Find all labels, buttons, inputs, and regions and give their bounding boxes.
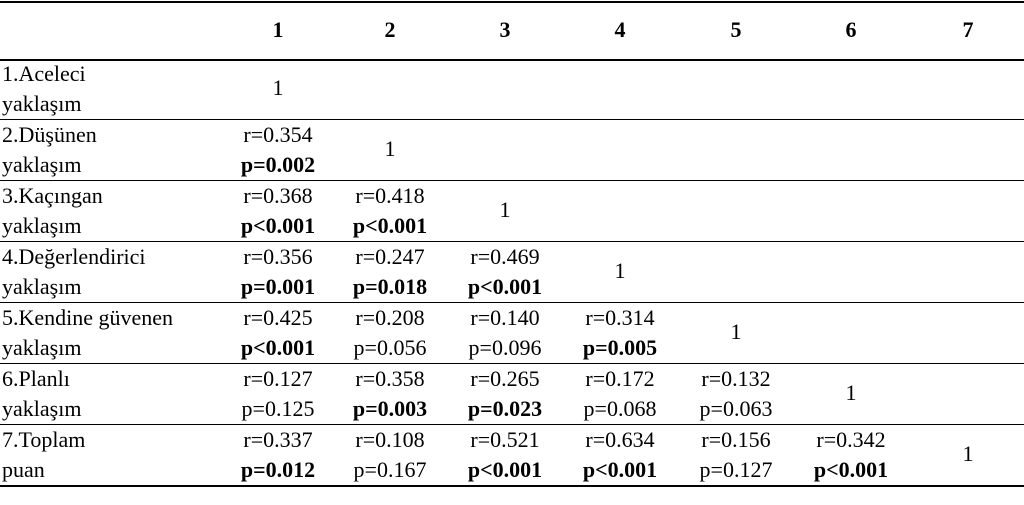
- rule: [0, 363, 1024, 364]
- p-value: p<0.001: [467, 457, 543, 482]
- column-header: 4: [614, 17, 626, 42]
- row-label: 6.Planlı: [2, 366, 70, 391]
- row-label: yaklaşım: [2, 274, 82, 299]
- r-value: r=0.358: [355, 366, 425, 391]
- p-value: p=0.056: [353, 335, 427, 360]
- p-value: p=0.003: [352, 396, 428, 421]
- r-value: r=0.418: [355, 183, 425, 208]
- row-label: yaklaşım: [2, 152, 82, 177]
- r-value: r=0.521: [470, 427, 540, 452]
- rule: [0, 485, 1024, 487]
- row-label: yaklaşım: [2, 396, 82, 421]
- diagonal-value: 1: [730, 319, 742, 344]
- r-value: r=0.265: [470, 366, 540, 391]
- row-label: 2.Düşünen: [2, 122, 97, 147]
- r-value: r=0.156: [701, 427, 771, 452]
- rule: [0, 59, 1024, 61]
- row-label: 4.Değerlendirici: [2, 244, 146, 269]
- p-value: p=0.063: [699, 396, 773, 421]
- column-header: 5: [730, 17, 742, 42]
- r-value: r=0.634: [585, 427, 655, 452]
- r-value: r=0.140: [470, 305, 540, 330]
- rule: [0, 180, 1024, 181]
- p-value: p=0.068: [583, 396, 657, 421]
- column-header: 1: [272, 17, 284, 42]
- p-value: p=0.012: [240, 457, 316, 482]
- row-label: 7.Toplam: [2, 427, 86, 452]
- r-value: r=0.314: [585, 305, 655, 330]
- column-header: 2: [384, 17, 396, 42]
- row-label: puan: [2, 457, 45, 482]
- row-label: yaklaşım: [2, 213, 82, 238]
- column-header: 6: [845, 17, 857, 42]
- r-value: r=0.425: [243, 305, 313, 330]
- r-value: r=0.469: [470, 244, 540, 269]
- r-value: r=0.108: [355, 427, 425, 452]
- r-value: r=0.208: [355, 305, 425, 330]
- rule: [0, 119, 1024, 120]
- p-value: p<0.001: [240, 335, 316, 360]
- row-label: 5.Kendine güvenen: [2, 305, 174, 330]
- diagonal-value: 1: [962, 441, 974, 466]
- r-value: r=0.354: [243, 122, 313, 147]
- row-label: 1.Aceleci: [2, 61, 86, 86]
- p-value: p<0.001: [240, 213, 316, 238]
- column-header: 7: [962, 17, 974, 42]
- p-value: p<0.001: [582, 457, 658, 482]
- p-value: p<0.001: [813, 457, 889, 482]
- p-value: p=0.167: [353, 457, 427, 482]
- column-header: 3: [499, 17, 511, 42]
- p-value: p=0.125: [241, 396, 315, 421]
- r-value: r=0.368: [243, 183, 313, 208]
- p-value: p=0.096: [468, 335, 542, 360]
- row-label: yaklaşım: [2, 335, 82, 360]
- r-value: r=0.132: [701, 366, 771, 391]
- row-label: 3.Kaçıngan: [2, 183, 103, 208]
- p-value: p=0.001: [240, 274, 316, 299]
- rule: [0, 302, 1024, 303]
- diagonal-value: 1: [384, 136, 396, 161]
- p-value: p=0.127: [699, 457, 773, 482]
- r-value: r=0.127: [243, 366, 313, 391]
- r-value: r=0.337: [243, 427, 313, 452]
- r-value: r=0.356: [243, 244, 313, 269]
- p-value: p=0.005: [582, 335, 658, 360]
- r-value: r=0.342: [816, 427, 886, 452]
- p-value: p=0.002: [240, 152, 316, 177]
- diagonal-value: 1: [272, 75, 284, 100]
- diagonal-value: 1: [499, 197, 511, 222]
- rule: [0, 241, 1024, 242]
- rule: [0, 424, 1024, 425]
- r-value: r=0.247: [355, 244, 425, 269]
- rule: [0, 1, 1024, 3]
- r-value: r=0.172: [585, 366, 655, 391]
- row-label: yaklaşım: [2, 91, 82, 116]
- p-value: p<0.001: [467, 274, 543, 299]
- p-value: p<0.001: [352, 213, 428, 238]
- p-value: p=0.018: [352, 274, 428, 299]
- diagonal-value: 1: [614, 258, 626, 283]
- p-value: p=0.023: [467, 396, 543, 421]
- diagonal-value: 1: [845, 380, 857, 405]
